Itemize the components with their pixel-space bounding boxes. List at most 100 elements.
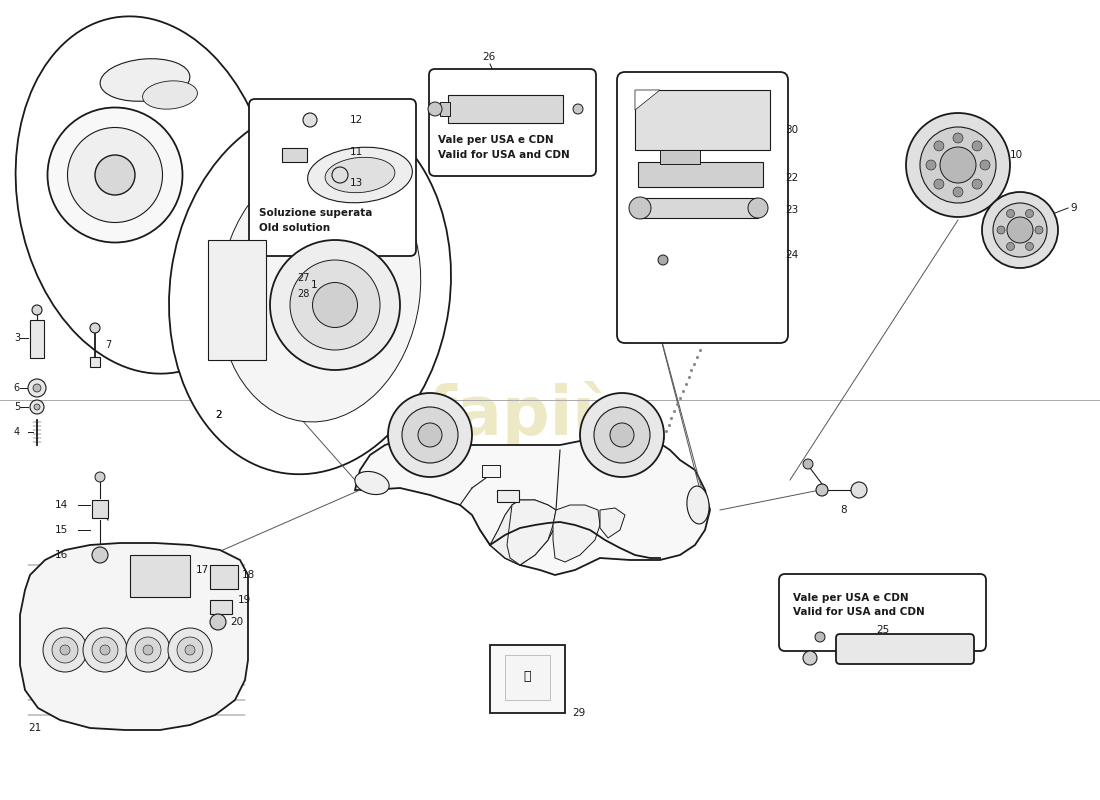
Text: 25: 25 [876,625,889,635]
Ellipse shape [326,158,395,193]
Circle shape [580,393,664,477]
Text: 2: 2 [214,410,221,420]
Circle shape [851,482,867,498]
Text: 8: 8 [840,505,847,515]
Text: 19: 19 [238,595,251,605]
Ellipse shape [219,158,420,422]
Circle shape [92,547,108,563]
Polygon shape [355,430,710,575]
Circle shape [34,404,40,410]
Circle shape [594,407,650,463]
Polygon shape [600,508,625,538]
Text: 5: 5 [13,402,20,412]
Circle shape [143,645,153,655]
Text: since 1985: since 1985 [436,443,654,477]
Ellipse shape [95,155,135,195]
Text: 14: 14 [55,500,68,510]
Bar [660,150,700,164]
Text: 2: 2 [214,410,221,420]
Bar [640,198,758,218]
Circle shape [135,637,161,663]
Ellipse shape [355,471,389,494]
Text: 29: 29 [572,708,585,718]
Circle shape [816,484,828,496]
Ellipse shape [15,16,274,374]
Circle shape [185,645,195,655]
Text: 🐎: 🐎 [524,670,530,683]
Polygon shape [553,505,600,562]
Circle shape [32,305,42,315]
Circle shape [402,407,458,463]
Text: Old solution: Old solution [258,223,330,233]
Text: 6: 6 [14,383,20,393]
Circle shape [926,160,936,170]
Ellipse shape [143,81,197,109]
Circle shape [95,472,104,482]
Circle shape [982,192,1058,268]
Text: 17: 17 [196,565,209,575]
Circle shape [980,160,990,170]
Bar [90,357,100,367]
Text: 18: 18 [242,570,255,580]
Ellipse shape [67,127,163,222]
Circle shape [126,628,170,672]
Circle shape [100,645,110,655]
Circle shape [573,104,583,114]
Circle shape [748,198,768,218]
Text: 21: 21 [28,723,42,733]
Bar [635,90,770,150]
Bar [208,240,266,360]
Text: Vale per USA e CDN: Vale per USA e CDN [438,135,553,145]
Bar [448,95,563,123]
Text: 15: 15 [55,525,68,535]
Text: 28: 28 [297,289,309,299]
FancyBboxPatch shape [429,69,596,176]
Circle shape [803,459,813,469]
Circle shape [1025,210,1034,218]
Circle shape [60,645,70,655]
Text: 22: 22 [785,173,799,183]
Ellipse shape [290,260,380,350]
Ellipse shape [308,147,412,202]
Bar [130,555,190,597]
Text: 24: 24 [785,250,799,260]
Bar [282,148,307,162]
Circle shape [934,179,944,189]
Text: 16: 16 [55,550,68,560]
Circle shape [33,384,41,392]
FancyBboxPatch shape [249,99,416,256]
Text: 20: 20 [230,617,243,627]
Ellipse shape [270,240,400,370]
Circle shape [920,127,996,203]
Ellipse shape [686,486,710,524]
Bar [210,600,232,614]
Circle shape [940,147,976,183]
Circle shape [953,133,962,143]
Bar [497,490,519,502]
Circle shape [28,379,46,397]
Circle shape [997,226,1005,234]
FancyBboxPatch shape [836,634,974,664]
Circle shape [934,141,944,151]
Bar [210,565,238,589]
Ellipse shape [47,107,183,242]
Text: Valid for USA and CDN: Valid for USA and CDN [793,607,925,617]
Bar [440,102,450,116]
Circle shape [1006,242,1014,250]
FancyBboxPatch shape [779,574,986,651]
Circle shape [30,400,44,414]
Text: 30: 30 [785,125,799,135]
Circle shape [1035,226,1043,234]
Bar [490,645,565,713]
Circle shape [803,651,817,665]
Bar [505,655,550,700]
Text: 23: 23 [785,205,799,215]
Circle shape [168,628,212,672]
Circle shape [52,637,78,663]
Polygon shape [635,90,660,110]
Bar [482,465,500,477]
Text: Vale per USA e CDN: Vale per USA e CDN [793,593,909,603]
Bar [638,162,763,187]
Text: 27: 27 [297,273,309,283]
Circle shape [90,323,100,333]
